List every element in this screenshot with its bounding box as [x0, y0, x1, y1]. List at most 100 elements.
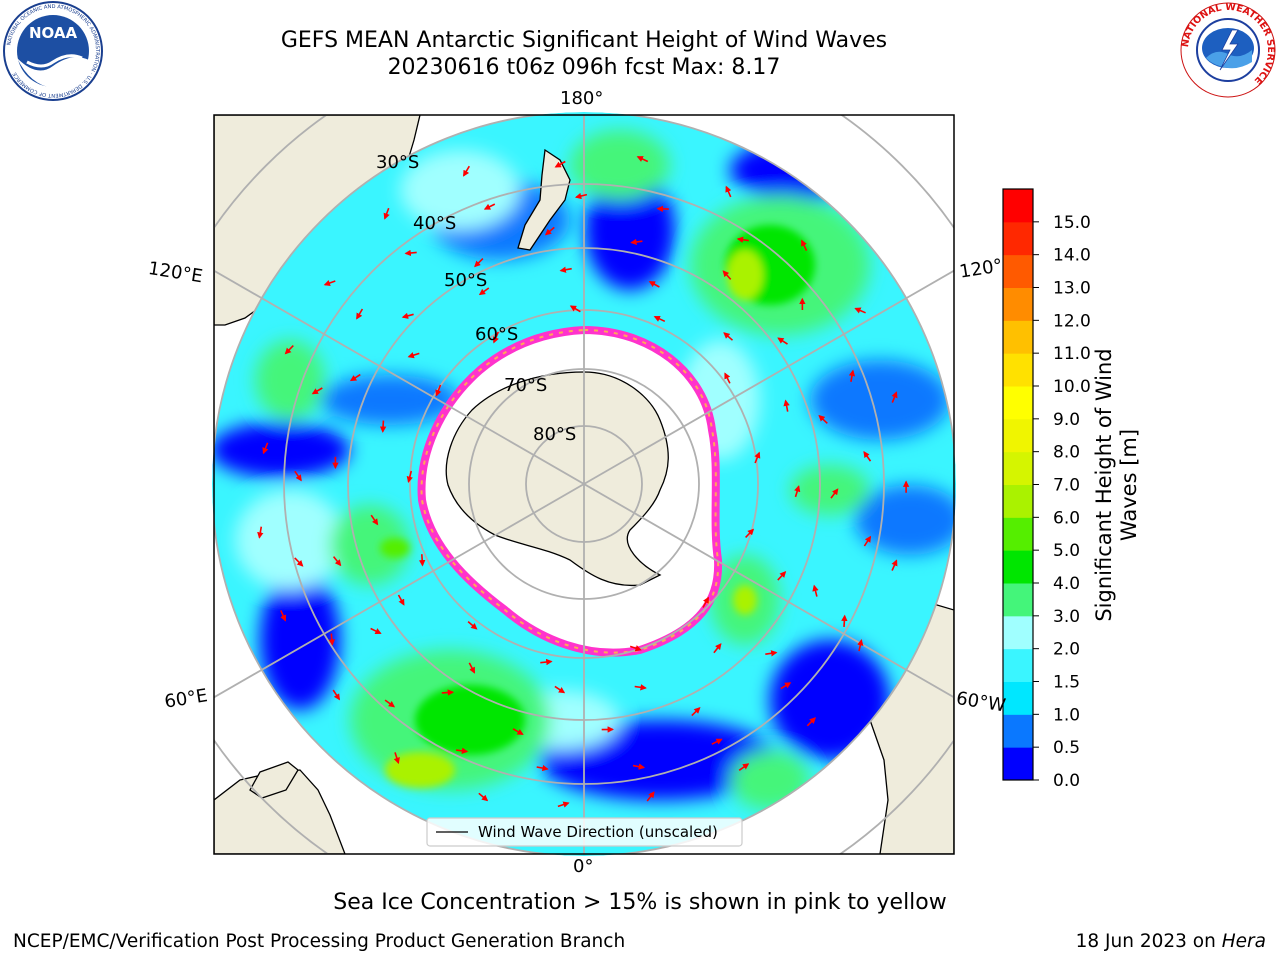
wave-direction-arrow: [738, 763, 750, 771]
colorbar-segment: [1003, 451, 1033, 485]
colorbar-segment: [1003, 320, 1033, 354]
noaa-logo: NOAA NATIONAL OCEANIC AND ATMOSPHERIC AD…: [3, 1, 103, 101]
colorbar-segment: [1003, 254, 1033, 288]
wave-direction-arrow: [554, 160, 566, 168]
wave-direction-arrow: [854, 307, 866, 314]
wave-direction-arrow: [711, 738, 723, 745]
wave-direction-arrow: [636, 156, 649, 163]
wave-direction-arrow: [736, 236, 749, 243]
wave-direction-arrow: [830, 488, 839, 499]
wave-direction-arrow: [257, 526, 264, 539]
wave-direction-arrow: [418, 554, 426, 567]
colorbar-tick-label: 1.0: [1053, 705, 1080, 725]
wave-direction-arrow: [435, 384, 442, 397]
wave-direction-arrow: [818, 414, 828, 424]
wave-direction-arrow: [722, 270, 732, 280]
colorbar-segment: [1003, 287, 1033, 321]
wave-direction-arrow: [812, 584, 819, 597]
wave-direction-arrow: [777, 571, 787, 581]
lat-label-80s: 80°S: [533, 424, 577, 445]
wave-direction-arrow: [691, 707, 701, 717]
footer-credit: NCEP/EMC/Verification Post Processing Pr…: [13, 931, 626, 952]
lat-label-60s: 60°S: [475, 324, 519, 345]
wave-direction-arrow: [284, 345, 294, 355]
colorbar-tick-label: 5.0: [1053, 541, 1080, 561]
nws-logo: NATIONAL WEATHER SERVICE: [1180, 2, 1276, 98]
colorbar-segment: [1003, 517, 1033, 551]
colorbar-segment: [1003, 648, 1033, 682]
colorbar-tick-label: 3.0: [1053, 607, 1080, 627]
noaa-logo-text: NOAA: [29, 24, 78, 42]
wave-direction-arrow: [323, 279, 336, 286]
wave-direction-arrow: [841, 614, 848, 627]
wave-direction-arrow: [349, 373, 361, 382]
wave-direction-arrow: [863, 535, 872, 547]
wave-direction-arrow: [311, 387, 323, 395]
colorbar-tick-label: 0.5: [1053, 738, 1080, 758]
colorbar-segment: [1003, 714, 1033, 748]
wave-direction-arrow: [393, 752, 400, 765]
wave-direction-arrow: [725, 185, 732, 198]
colorbar-tick-label: 6.0: [1053, 508, 1080, 528]
colorbar-tick-label: 9.0: [1053, 410, 1080, 430]
wave-direction-arrow: [569, 305, 581, 313]
colorbar-tick-label: 0.0: [1053, 771, 1080, 791]
wave-direction-arrow: [397, 594, 405, 606]
wave-direction-arrow: [724, 372, 731, 384]
map-frame: [213, 114, 955, 855]
footer-date: 18 Jun 2023 on Hera: [1076, 931, 1266, 952]
colorbar-segment: [1003, 189, 1033, 223]
colorbar-tick-label: 4.0: [1053, 574, 1080, 594]
wave-direction-arrow: [294, 470, 302, 482]
wave-direction-arrow: [467, 620, 478, 630]
colorbar-segment: [1003, 747, 1033, 781]
wave-direction-arrow: [455, 747, 469, 755]
wave-direction-arrow: [794, 485, 801, 498]
colorbar-segment: [1003, 418, 1033, 453]
wave-direction-arrow: [630, 238, 643, 246]
colorbar-segment: [1003, 550, 1033, 584]
colorbar-segment: [1003, 583, 1033, 617]
colorbar-segment: [1003, 386, 1033, 420]
wave-direction-arrow: [891, 559, 898, 571]
wave-direction-arrow: [441, 689, 455, 696]
wave-direction-arrow: [401, 312, 414, 319]
wave-direction-arrow: [384, 699, 396, 708]
wave-direction-arrow: [379, 420, 387, 433]
wave-direction-arrow: [294, 557, 304, 567]
colorbar-tick-label: 7.0: [1053, 476, 1080, 496]
wave-direction-arrow: [574, 192, 588, 200]
lat-label-30s: 30°S: [376, 152, 420, 173]
colorbar-tick-label: 1.5: [1053, 673, 1080, 693]
wave-direction-arrow: [463, 165, 470, 177]
wave-direction-arrow: [483, 203, 496, 210]
wave-direction-arrow: [468, 662, 476, 674]
wave-direction-arrow: [406, 470, 413, 483]
wave-direction-arrow: [632, 763, 646, 770]
legend-label: Wind Wave Direction (unscaled): [478, 823, 718, 841]
wave-direction-arrow: [783, 399, 790, 412]
wave-direction-arrow: [702, 596, 710, 608]
lat-label-70s: 70°S: [504, 375, 548, 396]
colorbar-label: Significant Height of Wind Waves [m]: [1092, 348, 1141, 622]
colorbar-tick-label: 2.0: [1053, 640, 1080, 660]
wave-direction-arrow: [723, 332, 734, 341]
colorbar-tick-label: 12.0: [1053, 311, 1091, 331]
colorbar-tick-label: 13.0: [1053, 279, 1091, 299]
wave-direction-arrow: [512, 728, 524, 735]
colorbar-tick-label: 15.0: [1053, 213, 1091, 233]
wave-direction-arrow: [713, 643, 722, 654]
wave-direction-arrow: [478, 287, 490, 296]
lon-label-0: 0°: [573, 856, 594, 877]
wave-direction-arrow: [474, 258, 484, 268]
wave-direction-arrow: [383, 207, 390, 220]
wave-direction-arrow: [332, 556, 342, 567]
wave-direction-arrow: [863, 451, 872, 462]
lat-label-40s: 40°S: [413, 213, 457, 234]
colorbar-segment: [1003, 484, 1033, 518]
wind-wave-arrows: [257, 156, 910, 808]
map-subtitle: 20230616 t06z 096h fcst Max: 8.17: [387, 55, 781, 80]
wave-direction-arrow: [857, 639, 864, 652]
wave-direction-arrow: [540, 658, 553, 666]
